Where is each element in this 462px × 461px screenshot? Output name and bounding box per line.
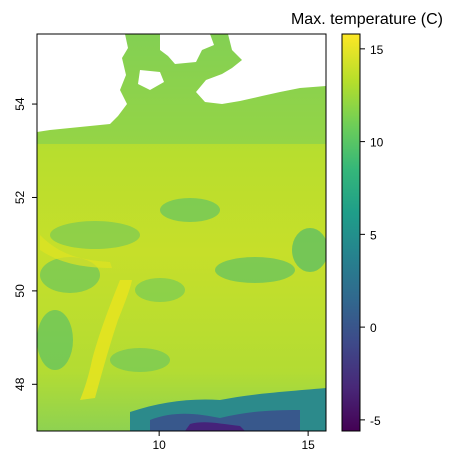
y-axis: 48 50 52 54 [13, 97, 37, 391]
rhine-valley-warm [80, 280, 132, 400]
y-tick-label: 48 [13, 377, 27, 391]
main-valley-warm [40, 235, 112, 268]
upland-patch [37, 310, 73, 370]
colorbar-ticks: -5 0 5 10 15 [360, 43, 384, 428]
y-tick-label: 50 [13, 284, 27, 298]
x-axis: 10 15 [152, 431, 315, 452]
legend-title: Max. temperature (C) [291, 11, 443, 28]
upland-patch [292, 228, 326, 272]
colorbar [341, 33, 361, 432]
y-tick-label: 52 [13, 190, 27, 204]
alps-peaks [150, 410, 300, 431]
upland-patch [110, 348, 170, 372]
y-tick-label: 54 [13, 97, 27, 111]
colorbar-tick-label: 0 [370, 321, 377, 335]
baltic-sea-no-data [160, 34, 214, 64]
baltic-sea-no-data [196, 34, 326, 104]
upland-patch [50, 221, 140, 249]
x-tick-label: 10 [152, 438, 166, 452]
colorbar-tick-label: 5 [370, 228, 377, 242]
colorbar-tick-label: -5 [370, 414, 381, 428]
colorbar-tick-label: 15 [370, 43, 384, 57]
north-sea-no-data [37, 34, 128, 132]
colorbar-tick-label: 10 [370, 136, 384, 150]
map-panel [37, 34, 326, 431]
x-tick-label: 15 [301, 438, 315, 452]
upland-patch [135, 278, 185, 302]
baltic-sea-no-data [138, 70, 164, 90]
alps-highest-peaks [185, 422, 245, 431]
upland-patch [160, 198, 220, 222]
upland-patch [215, 257, 295, 283]
map-frame [36, 33, 327, 432]
